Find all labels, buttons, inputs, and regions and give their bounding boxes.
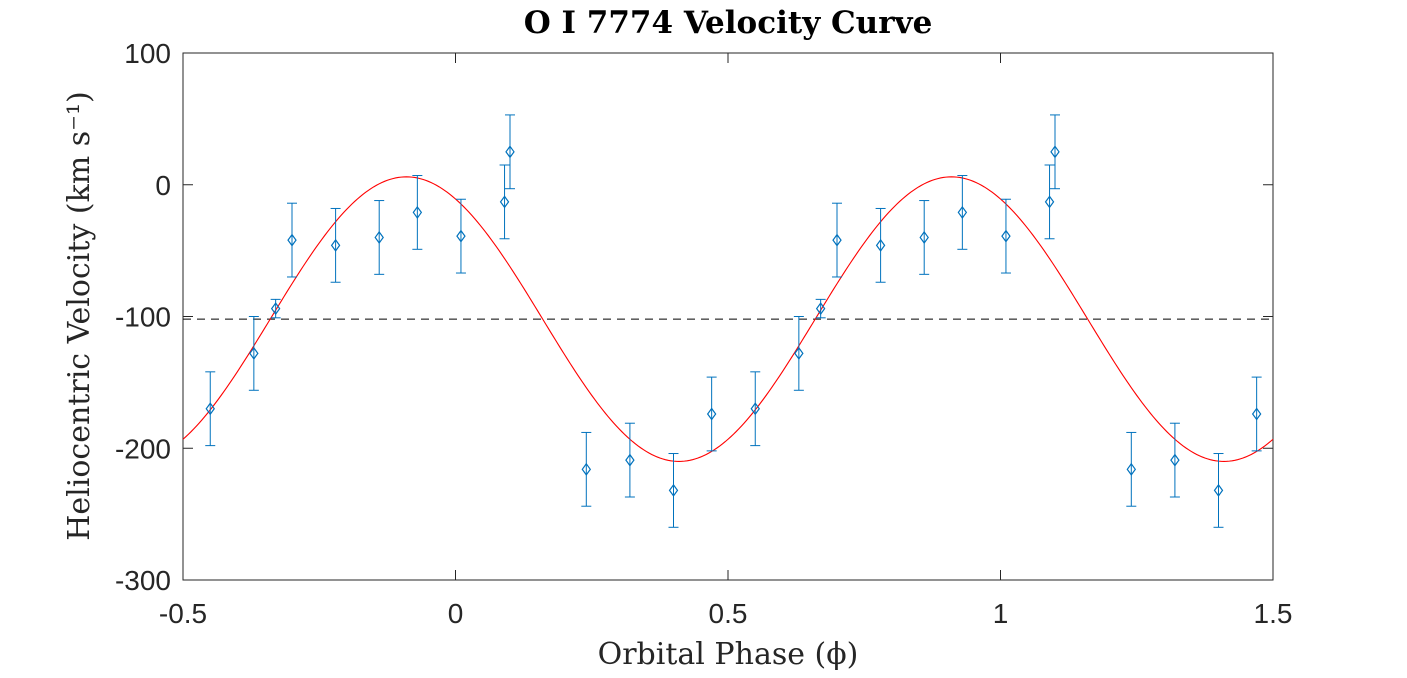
diamond-marker xyxy=(581,462,592,476)
data-point xyxy=(793,316,804,391)
diamond-marker xyxy=(1001,229,1011,243)
data-point xyxy=(1000,198,1011,274)
diamond-marker xyxy=(412,205,423,219)
diamond-marker xyxy=(794,346,804,360)
x-tick-label: 1 xyxy=(993,598,1009,629)
x-tick-label: -0.5 xyxy=(159,598,207,629)
data-point xyxy=(750,371,761,447)
data-point xyxy=(624,422,635,498)
y-axis-label: Heliocentric Velocity (km s⁻¹) xyxy=(62,91,97,540)
data-point xyxy=(505,114,515,190)
diamond-marker xyxy=(374,230,384,244)
y-tick-label: -300 xyxy=(115,565,171,596)
diamond-marker xyxy=(1251,407,1262,421)
diamond-marker xyxy=(832,233,842,247)
chart-title: O I 7774 Velocity Curve xyxy=(524,5,933,41)
diamond-marker xyxy=(706,407,717,421)
data-point xyxy=(205,371,216,447)
data-point xyxy=(330,207,341,283)
data-point xyxy=(1044,164,1055,240)
diamond-marker xyxy=(205,402,215,416)
y-tick-label: 100 xyxy=(124,38,171,69)
x-tick-label: 1.5 xyxy=(1254,598,1293,629)
data-point xyxy=(1251,376,1262,452)
diamond-marker xyxy=(1126,462,1137,476)
x-axis-label: Orbital Phase (ϕ) xyxy=(598,637,859,672)
diamond-marker xyxy=(919,230,929,244)
x-axis-ticks: -0.5 0 0.5 1 1.5 xyxy=(159,53,1293,629)
sinusoid-fit-curve xyxy=(182,176,1274,462)
diamond-marker xyxy=(270,302,281,316)
y-axis-ticks: -300 -200 -100 0 100 xyxy=(115,38,1273,596)
diamond-marker xyxy=(1170,453,1180,467)
x-tick-label: 0 xyxy=(448,598,464,629)
x-tick-label: 0.5 xyxy=(709,598,748,629)
data-point xyxy=(668,453,679,528)
data-point xyxy=(957,175,968,250)
data-point xyxy=(455,198,466,274)
diamond-marker xyxy=(815,302,826,316)
data-point xyxy=(499,164,510,240)
diamond-marker xyxy=(625,453,635,467)
diamond-marker xyxy=(750,402,760,416)
y-tick-label: -200 xyxy=(115,433,171,464)
data-point xyxy=(875,207,886,283)
data-points xyxy=(205,114,1262,528)
diamond-marker xyxy=(668,483,679,497)
data-point xyxy=(1126,431,1137,507)
data-point xyxy=(1050,114,1060,190)
diamond-marker xyxy=(957,205,968,219)
diamond-marker xyxy=(505,145,515,159)
data-point xyxy=(1169,422,1180,498)
y-tick-label: -100 xyxy=(115,302,171,333)
diamond-marker xyxy=(875,238,886,252)
diamond-marker xyxy=(1044,195,1055,209)
diamond-marker xyxy=(456,229,466,243)
data-point xyxy=(815,298,826,319)
diamond-marker xyxy=(1050,145,1060,159)
data-point xyxy=(832,202,842,278)
diamond-marker xyxy=(330,238,341,252)
plot-area: -0.5 0 0.5 1 1.5 -300 -200 -100 0 100 xyxy=(115,38,1293,629)
data-point xyxy=(412,175,423,250)
data-point xyxy=(270,298,281,319)
data-point xyxy=(287,202,297,278)
data-point xyxy=(706,376,717,452)
diamond-marker xyxy=(287,233,297,247)
y-tick-label: 0 xyxy=(155,170,171,201)
data-point xyxy=(248,316,259,391)
diamond-marker xyxy=(499,195,510,209)
axes-frame xyxy=(182,52,1274,581)
data-point xyxy=(1213,453,1224,528)
diamond-marker xyxy=(249,346,259,360)
data-point xyxy=(919,200,930,275)
data-point xyxy=(581,431,592,507)
data-point xyxy=(374,200,385,275)
diamond-marker xyxy=(1213,483,1224,497)
